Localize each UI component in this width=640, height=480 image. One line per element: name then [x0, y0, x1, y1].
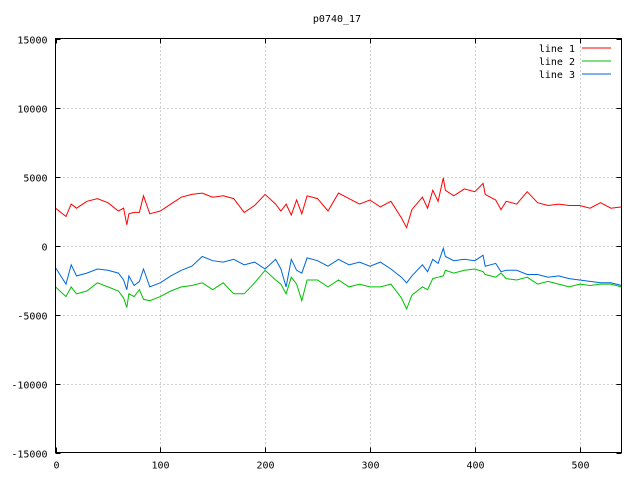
x-tick-label: 0 [53, 461, 59, 472]
legend-label-1: line 1 [539, 44, 575, 55]
x-tick-label: 100 [151, 461, 169, 472]
y-tick-label: -5000 [17, 312, 47, 323]
grid [55, 38, 622, 453]
legend: line 1 line 2 line 3 [539, 44, 611, 81]
axes: 0 100 200 300 400 500 -15000 -10000 -5000 0 5000 10… [11, 36, 622, 472]
series-layer [55, 177, 622, 311]
legend-label-2: line 2 [539, 57, 575, 68]
y-tick-label: 10000 [17, 105, 47, 116]
y-tick-label: -15000 [11, 450, 47, 461]
series-line-2 [55, 268, 622, 311]
chart-title: p0740_17 [313, 14, 361, 25]
x-tick-label: 400 [466, 461, 484, 472]
legend-label-3: line 3 [539, 70, 575, 81]
x-tick-label: 300 [361, 461, 379, 472]
plot-frame [55, 38, 622, 453]
y-tick-label: 5000 [23, 174, 47, 185]
x-tick-label: 200 [256, 461, 274, 472]
series-line-1 [55, 177, 622, 229]
series-line-3 [55, 246, 622, 290]
y-tick-label: 0 [41, 243, 47, 254]
y-tick-label: -10000 [11, 381, 47, 392]
x-tick-label: 500 [571, 461, 589, 472]
y-tick-label: 15000 [17, 36, 47, 47]
